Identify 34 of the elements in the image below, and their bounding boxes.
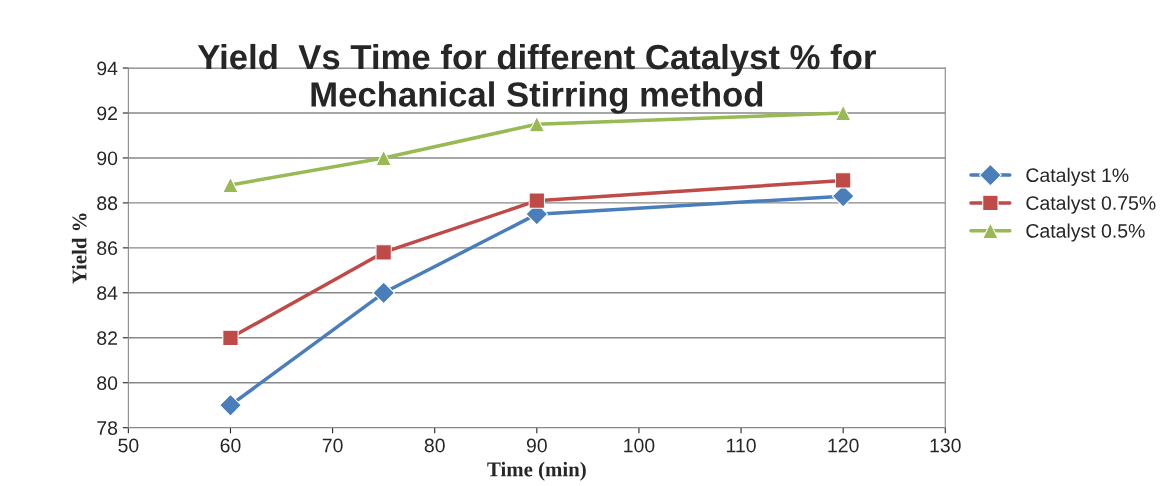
y-tick-label: 78 xyxy=(97,421,118,435)
point xyxy=(222,176,239,194)
chart-title: Yield Vs Time for different Catalyst % for Mechanical Stirring method xyxy=(197,43,876,114)
y-tick-label: 84 xyxy=(97,286,118,301)
y-tick-label: 94 xyxy=(97,61,118,76)
y-tick-label: 82 xyxy=(97,331,117,346)
x-tick-label: 90 xyxy=(526,438,547,453)
y-tick-label: 80 xyxy=(97,376,118,390)
y-tick-label: 90 xyxy=(97,151,118,166)
point xyxy=(222,329,239,346)
x-tick-label: 110 xyxy=(727,438,756,453)
point xyxy=(835,104,852,122)
point xyxy=(375,149,392,167)
point xyxy=(528,116,545,133)
y-axis-title: Yield % xyxy=(71,213,87,284)
point xyxy=(375,244,392,261)
x-tick-label: 100 xyxy=(624,438,655,453)
point xyxy=(219,393,242,417)
legend-label: Catalyst 0.75% xyxy=(1026,195,1156,214)
x-tick-label: 120 xyxy=(828,438,859,453)
x-tick-label: 70 xyxy=(322,438,343,453)
y-tick-label: 88 xyxy=(97,196,118,211)
x-tick-label: 50 xyxy=(118,438,139,453)
y-tick-label: 86 xyxy=(97,241,118,256)
x-tick-label: 60 xyxy=(220,438,241,453)
legend-label: Catalyst 1% xyxy=(1026,167,1129,186)
y-tick-label: 92 xyxy=(97,106,117,121)
point xyxy=(528,192,545,209)
legend-label: Catalyst 0.5% xyxy=(1026,223,1145,242)
x-tick-label: 80 xyxy=(424,438,445,453)
point xyxy=(835,172,852,189)
x-tick-label: 130 xyxy=(930,438,961,453)
x-axis-title: Time (min) xyxy=(487,461,586,481)
point xyxy=(372,281,395,305)
